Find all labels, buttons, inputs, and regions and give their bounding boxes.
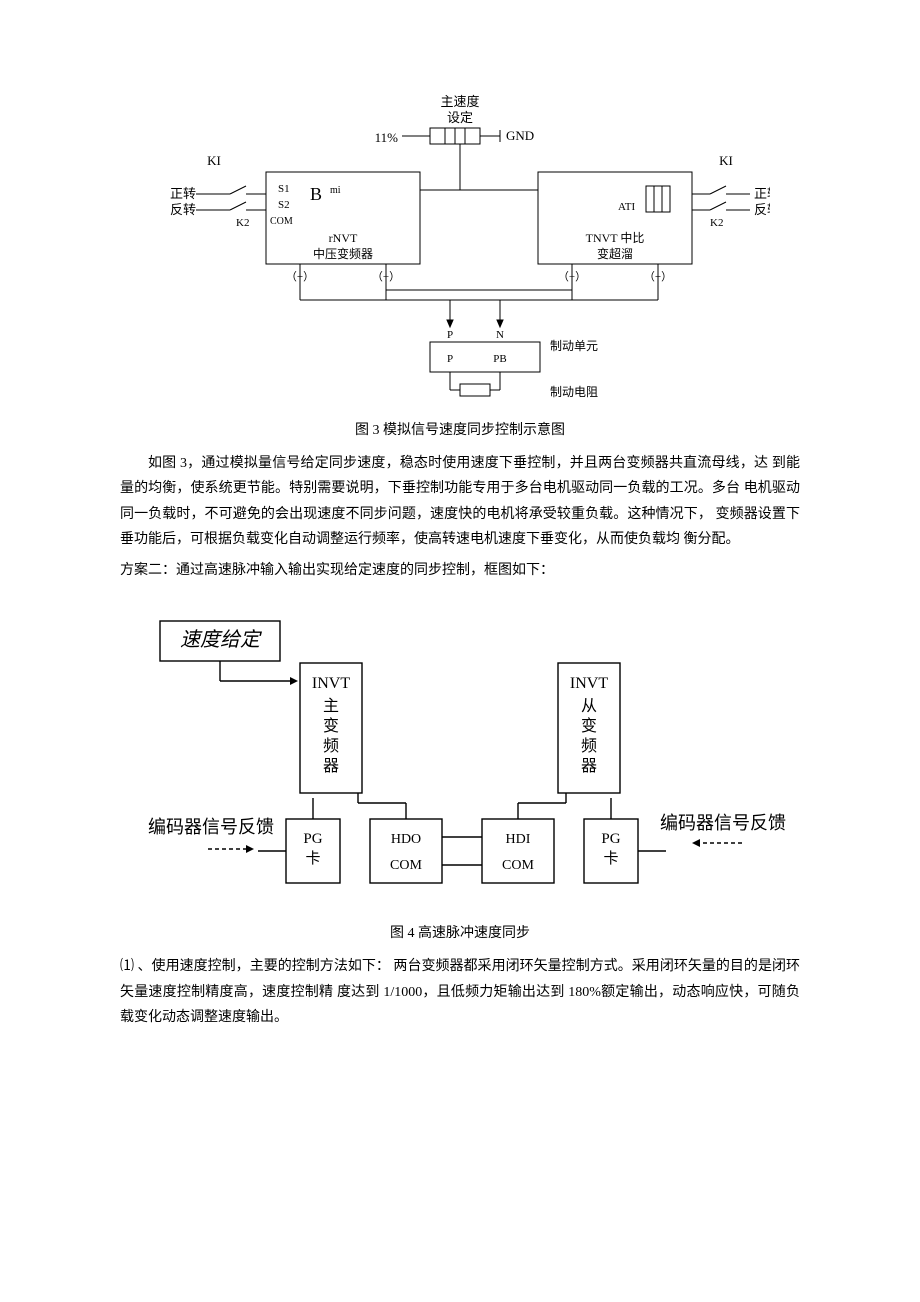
svg-text:变: 变 (581, 717, 597, 735)
svg-text:从: 从 (581, 698, 597, 715)
fig3-rbox2: 变超溜 (597, 246, 633, 261)
figure-4: 速度给定 INVT 主 变 频 器 INVT 从 变 频 器 编码器信号反馈 编… (120, 603, 800, 913)
fig3-11pct: 11% (375, 130, 399, 145)
fig4-hdo: HDO (391, 832, 421, 847)
fig3-k2-l: K2 (236, 217, 249, 229)
fig3-N: N (496, 329, 504, 341)
svg-text:卡: 卡 (603, 850, 618, 867)
svg-text:PG: PG (601, 831, 620, 847)
svg-text:频: 频 (323, 737, 339, 755)
paragraph-1: 如图 3，通过模拟量信号给定同步速度，稳态时使用速度下垂控制，并且两台变频器共直… (120, 451, 800, 552)
svg-text:主: 主 (323, 697, 339, 715)
fig3-k2-r: K2 (710, 217, 723, 229)
figure-3-svg: 主速度 设定 11% GND KI 正转 反转 K2 (150, 90, 770, 410)
svg-text:频: 频 (581, 737, 597, 755)
svg-text:器: 器 (581, 757, 597, 775)
fig3-gnd: GND (506, 128, 534, 143)
fig3-coml: COM (270, 216, 293, 227)
svg-text:变: 变 (323, 717, 339, 735)
paragraph-2: 方案二：通过高速脉冲输入输出实现给定速度的同步控制，框图如下： (120, 558, 800, 583)
fig3-s2: S2 (278, 199, 290, 211)
fig4-com1: COM (390, 858, 422, 873)
fig4-enc-l: 编码器信号反馈 (148, 817, 274, 837)
fig3-ATI: ATI (618, 201, 635, 213)
figure-3: 主速度 设定 11% GND KI 正转 反转 K2 (120, 90, 800, 410)
fig3-top1: 主速度 (440, 94, 479, 109)
fig4-enc-r: 编码器信号反馈 (660, 813, 786, 833)
svg-text:卡: 卡 (305, 850, 320, 867)
fig3-s1: S1 (278, 183, 290, 195)
fig3-ki-r: KI (719, 153, 733, 168)
svg-text:器: 器 (323, 757, 339, 775)
svg-text:INVT: INVT (570, 675, 608, 692)
fig3-ki-l: KI (207, 153, 221, 168)
fig3-fwd-l: 正转 (170, 186, 196, 201)
fig3-P1: P (447, 329, 453, 341)
fig3-top2: 设定 (447, 110, 473, 125)
svg-text:PG: PG (303, 831, 322, 847)
figure-3-caption: 图 3 模拟信号速度同步控制示意图 (120, 418, 800, 443)
fig3-P2: P (447, 353, 453, 365)
fig4-hdi: HDI (506, 832, 531, 847)
figure-4-caption: 图 4 高速脉冲速度同步 (120, 921, 800, 946)
fig3-rbox1: TNVT 中比 (586, 230, 645, 245)
fig3-fwd-r: 正转 (754, 186, 770, 201)
paragraph-3: ⑴ 、使用速度控制，主要的控制方法如下： 两台变频器都采用闭环矢量控制方式。采用… (120, 954, 800, 1030)
fig4-speed-set: 速度给定 (180, 629, 262, 651)
fig3-mi: mi (330, 185, 341, 196)
fig3-lbl1: rNVT (329, 231, 358, 245)
fig3-B: B (310, 184, 322, 204)
fig3-rev-l: 反转 (170, 202, 196, 217)
fig4-com2: COM (502, 858, 534, 873)
fig3-brake-unit: 制动单元 (550, 339, 598, 353)
fig3-PB: PB (493, 353, 506, 365)
fig3-lbl2: 中压变频器 (313, 246, 373, 261)
svg-text:INVT: INVT (312, 675, 350, 692)
fig3-rev-r: 反转 (754, 202, 770, 217)
fig3-brake-res: 制动电阻 (550, 385, 598, 399)
figure-4-svg: 速度给定 INVT 主 变 频 器 INVT 从 变 频 器 编码器信号反馈 编… (130, 603, 790, 913)
